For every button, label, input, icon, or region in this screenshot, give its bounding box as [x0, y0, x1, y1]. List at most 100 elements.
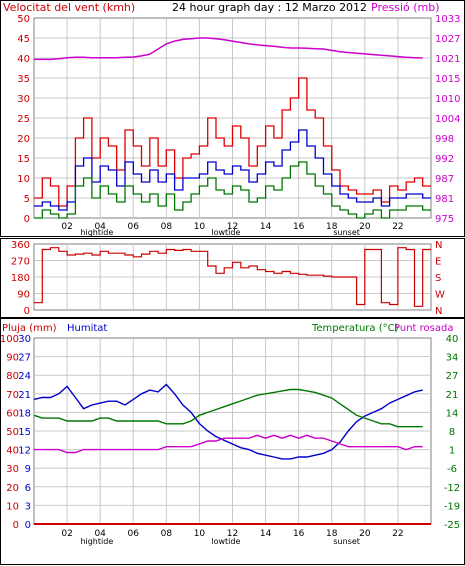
wind-x-tick-label: 04: [94, 222, 106, 232]
humidity-x-tick-label: 12: [227, 529, 238, 539]
humidity-y-tick-label: 100: [0, 334, 19, 345]
wind-y-tick-label: 10: [17, 174, 30, 185]
humidity-y-tick-label: 40: [6, 446, 19, 457]
rain-y-tick-label: 18: [18, 408, 31, 419]
rain-y-tick-label: 12: [18, 446, 31, 457]
wind-y-tick-label: 20: [17, 134, 30, 145]
humidity-x-tick-label: 20: [359, 529, 371, 539]
humidity-y-tick-label: 10: [6, 501, 19, 512]
temperature-axis-title: Temperatura (°C): [311, 323, 399, 334]
rain-y-tick-label: 30: [18, 334, 31, 345]
humidity-y-tick-label: 90: [6, 353, 19, 364]
humidity-y-tick-label: 20: [6, 483, 19, 494]
humidity-y-tick-label: 60: [6, 408, 19, 419]
rain-y-tick-label: 6: [25, 483, 31, 494]
temperature-y-tick-label: -6: [447, 464, 457, 475]
humidity-x-tick-label: 04: [94, 529, 106, 539]
temperature-y-tick-label: 34: [446, 353, 459, 364]
humidity-x-tick-label: 14: [260, 529, 272, 539]
series-line-temp: [33, 388, 423, 428]
wind-y-tick-label: 25: [17, 114, 30, 125]
compass-tick-label: W: [435, 290, 445, 301]
temperature-y-tick-label: 21: [446, 390, 459, 401]
wind-y-tick-label: 5: [24, 194, 30, 205]
wind-y-tick-label: 30: [17, 94, 30, 105]
wind-gust-series-line: [34, 77, 431, 207]
series-line-humidity: [33, 383, 423, 460]
rain-y-tick-label: 24: [18, 371, 31, 382]
temperature-y-tick-label: 27: [446, 371, 459, 382]
wind-tide-label: sunset: [333, 228, 360, 237]
pressure-y-tick-label: 981: [435, 194, 454, 205]
temperature-y-tick-label: -19: [444, 501, 460, 512]
chart-title: 24 hour graph day : 12 Marzo 2012: [172, 1, 367, 14]
humidity-y-tick-label: 30: [6, 464, 19, 475]
wind-y-tick-label: 45: [17, 34, 30, 45]
wind-x-tick-label: 02: [61, 222, 72, 232]
rain-axis-title: Pluja (mm): [2, 323, 57, 334]
humidity-tide-label: sunset: [333, 537, 360, 546]
wind-x-tick-label: 12: [227, 222, 238, 232]
humidity-y-tick-label: 50: [6, 427, 19, 438]
humidity-y-tick-label: 70: [6, 390, 19, 401]
dewpoint-axis-title: Punt rosada: [394, 323, 453, 334]
pressure-y-tick-label: 1033: [435, 14, 460, 25]
pressure-y-tick-label: 975: [435, 214, 454, 225]
wind-x-tick-label: 18: [326, 222, 338, 232]
pressure-y-tick-label: 1021: [435, 54, 460, 65]
series-line-temp: [34, 434, 423, 454]
temperature-y-tick-label: 1: [449, 446, 455, 457]
tick-label-layer: 0510152025303540455097598198799299810041…: [0, 14, 460, 546]
humidity-y-tick-label: 80: [6, 371, 19, 382]
wind-low-series-line: [34, 161, 431, 219]
temperature-y-tick-label: -12: [444, 483, 460, 494]
humidity-x-tick-label: 08: [161, 529, 173, 539]
humidity-x-tick-label: 06: [128, 529, 140, 539]
wind-y-tick-label: 50: [17, 14, 30, 25]
humidity-x-tick-label: 16: [293, 529, 305, 539]
humidity-x-tick-label: 10: [194, 529, 206, 539]
humidity-x-tick-label: 18: [326, 529, 338, 539]
pressure-y-tick-label: 1015: [435, 74, 460, 85]
rain-y-tick-label: 15: [18, 427, 31, 438]
humidity-tide-label: hightide: [80, 537, 113, 546]
direction-series-line: [34, 247, 431, 307]
pressure-y-tick-label: 992: [435, 154, 454, 165]
rain-y-tick-label: 3: [25, 501, 31, 512]
wind-y-tick-label: 0: [24, 214, 30, 225]
series-layer: [33, 37, 431, 525]
wind-x-tick-label: 14: [260, 222, 272, 232]
wind-tide-label: hightide: [80, 228, 113, 237]
rain-y-tick-label: 21: [18, 390, 31, 401]
direction-y-tick-label: 90: [17, 290, 30, 301]
pressure-y-tick-label: 987: [435, 174, 454, 185]
wind-x-tick-label: 10: [194, 222, 206, 232]
direction-y-tick-label: 360: [11, 240, 30, 251]
direction-y-tick-label: 0: [24, 306, 30, 317]
rain-y-tick-label: 9: [25, 464, 31, 475]
temperature-y-tick-label: 8: [449, 427, 455, 438]
wind-avg-series-line: [34, 129, 431, 211]
temperature-y-tick-label: -25: [444, 520, 460, 531]
wind-axis-title: Velocitat del vent (kmh): [3, 1, 135, 14]
wind-y-tick-label: 40: [17, 54, 30, 65]
direction-y-tick-label: 180: [11, 273, 30, 284]
compass-tick-label: N: [435, 240, 442, 251]
rain-y-tick-label: 0: [25, 520, 31, 531]
wind-y-tick-label: 15: [17, 154, 30, 165]
wind-tide-label: lowtide: [211, 228, 240, 237]
pressure-y-tick-label: 1010: [435, 94, 460, 105]
pressure-y-tick-label: 1027: [435, 34, 460, 45]
rain-y-tick-label: 27: [18, 353, 31, 364]
wind-x-tick-label: 22: [392, 222, 403, 232]
wind-x-tick-label: 08: [161, 222, 173, 232]
humidity-x-tick-label: 02: [61, 529, 72, 539]
pressure-y-tick-label: 1004: [435, 114, 460, 125]
wind-x-tick-label: 16: [293, 222, 305, 232]
temperature-y-tick-label: 14: [446, 408, 459, 419]
grid-layer: [34, 18, 431, 524]
wind-x-tick-label: 20: [359, 222, 371, 232]
compass-tick-label: S: [435, 273, 441, 284]
